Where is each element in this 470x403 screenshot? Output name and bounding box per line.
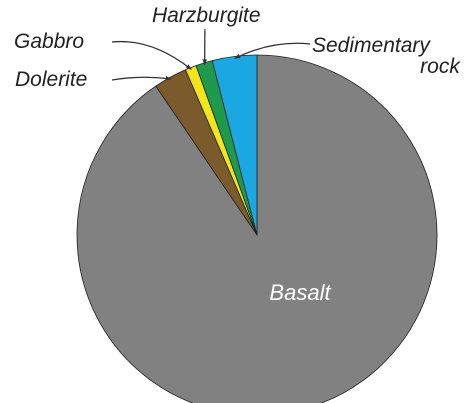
slice-label: Dolerite: [15, 68, 87, 91]
leader-arrow: [234, 53, 241, 59]
leader-arrow: [165, 75, 172, 81]
slice-label: Harzburgite: [152, 4, 261, 27]
leader-arrow: [202, 59, 208, 65]
slice-label: Basalt: [269, 280, 331, 305]
leader-line: [111, 76, 172, 81]
slice-label: Gabbro: [14, 30, 84, 53]
pie-slice: [211, 54, 258, 236]
leader-arrow: [185, 64, 192, 70]
leader-line: [111, 40, 192, 71]
slice-label: Sedimentary rock: [312, 34, 461, 78]
pie-slice: [76, 54, 438, 403]
leader-line: [234, 42, 311, 59]
